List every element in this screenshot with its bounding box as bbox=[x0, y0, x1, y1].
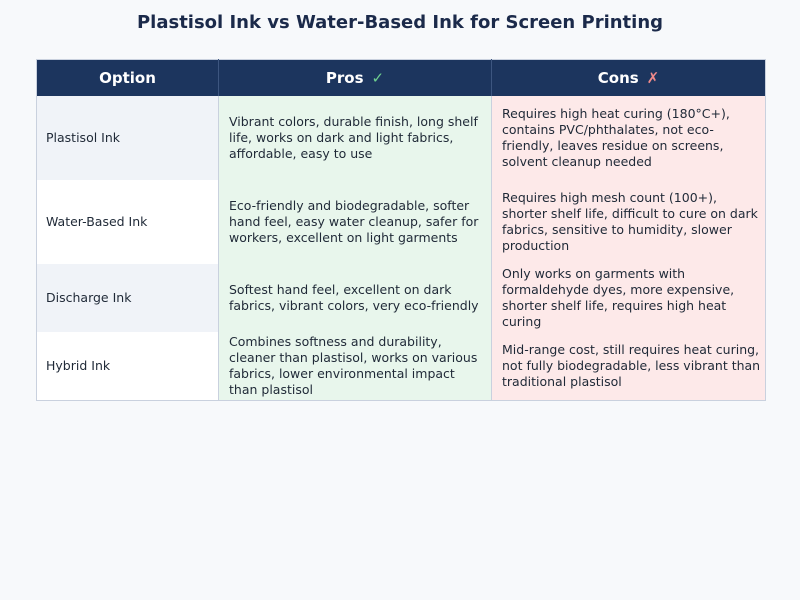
header-cons-label: Cons bbox=[597, 69, 639, 87]
comparison-table: Option Pros ✓ Cons ✗ Plastisol Ink Vibrant… bbox=[36, 59, 766, 401]
cross-icon: ✗ bbox=[646, 69, 660, 87]
table-row: Discharge Ink Softest hand feel, excelle… bbox=[36, 264, 766, 332]
check-icon: ✓ bbox=[371, 69, 385, 87]
page-title: Plastisol Ink vs Water-Based Ink for Scr… bbox=[136, 12, 664, 33]
header-cons: Cons ✗ bbox=[491, 59, 766, 96]
header-option-label: Option bbox=[99, 69, 156, 87]
cons-cell: Mid-range cost, still requires heat curi… bbox=[491, 332, 766, 400]
header-pros: Pros ✓ bbox=[218, 59, 492, 96]
header-pros-label: Pros bbox=[325, 69, 364, 87]
option-cell: Hybrid Ink bbox=[36, 332, 219, 400]
cons-cell: Requires high mesh count (100+), shorter… bbox=[491, 180, 766, 264]
header-row: Option Pros ✓ Cons ✗ bbox=[36, 59, 766, 96]
table-row: Hybrid Ink Combines softness and durabil… bbox=[36, 332, 766, 400]
cons-cell: Only works on garments with formaldehyde… bbox=[491, 264, 766, 332]
table-row: Plastisol Ink Vibrant colors, durable fi… bbox=[36, 96, 766, 180]
table-row: Water-Based Ink Eco-friendly and biodegr… bbox=[36, 180, 766, 264]
pros-cell: Combines softness and durability, cleane… bbox=[218, 332, 492, 400]
pros-cell: Eco-friendly and biodegradable, softer h… bbox=[218, 180, 492, 264]
header-option: Option bbox=[36, 59, 219, 96]
option-cell: Plastisol Ink bbox=[36, 96, 219, 180]
pros-cell: Vibrant colors, durable finish, long she… bbox=[218, 96, 492, 180]
cons-cell: Requires high heat curing (180°C+), cont… bbox=[491, 96, 766, 180]
pros-cell: Softest hand feel, excellent on dark fab… bbox=[218, 264, 492, 332]
option-cell: Water-Based Ink bbox=[36, 180, 219, 264]
option-cell: Discharge Ink bbox=[36, 264, 219, 332]
